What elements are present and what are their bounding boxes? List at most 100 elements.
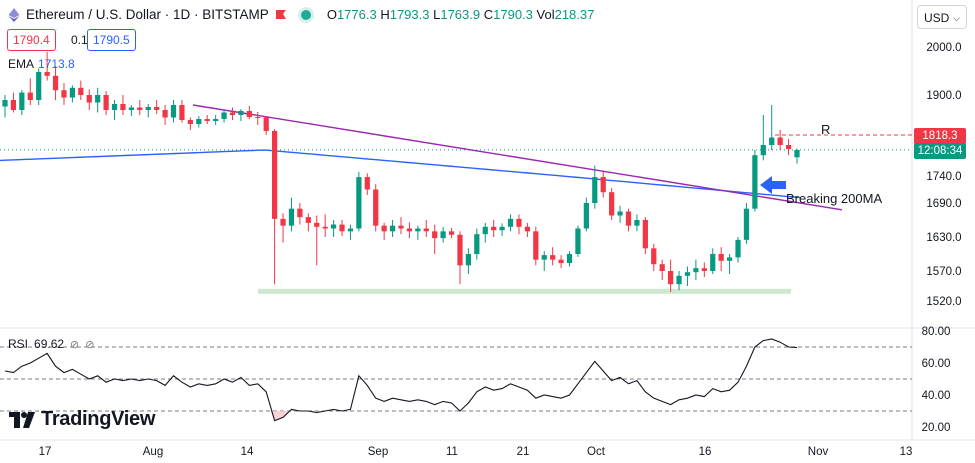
close-value: 1790.3	[493, 7, 533, 22]
candle-body	[575, 228, 581, 254]
time-axis-label: 17	[39, 446, 52, 458]
candle-body	[246, 111, 252, 117]
candle-body	[440, 231, 446, 239]
ema-label: EMA	[8, 57, 35, 71]
candle-body	[389, 225, 396, 232]
candle-body	[44, 71, 50, 76]
support-zone	[258, 288, 791, 294]
candle-body	[634, 220, 640, 226]
candle-body	[347, 228, 354, 232]
candle-body	[364, 177, 370, 190]
candle-body	[794, 150, 800, 158]
rsi-axis-label: 60.00	[922, 358, 951, 370]
rsi-legend[interactable]: RSI 69.62 ⊘ ⊘	[8, 337, 94, 351]
settings-circle-icon[interactable]: ⊘	[85, 338, 95, 351]
candle-body	[684, 272, 691, 276]
open-value: 1776.3	[336, 7, 377, 22]
settings-circle-icon[interactable]: ⊘	[70, 338, 80, 351]
time-axis-label: 21	[517, 446, 530, 458]
price-axis-label: 1520.0	[926, 296, 961, 308]
resistance-price-tag: 1818.3	[914, 128, 966, 144]
rsi-line	[4, 338, 798, 422]
candle-body	[676, 275, 682, 285]
symbol-title[interactable]: Ethereum / U.S. Dollar · 1D · BITSTAMP	[26, 7, 269, 22]
tradingview-logo[interactable]: TradingView	[9, 408, 155, 431]
candle-body	[743, 208, 750, 240]
buy-button[interactable]: 1790.5	[87, 29, 136, 51]
time-axis-label: 14	[241, 446, 254, 458]
sell-button[interactable]: 1790.4	[7, 29, 56, 51]
candle-body	[238, 111, 244, 115]
candle-body	[558, 259, 564, 264]
price-axis-label: 1630.0	[926, 232, 961, 244]
ema-value: 1713.8	[38, 57, 75, 71]
rsi-value: 69.62	[34, 337, 65, 351]
candle-body	[356, 177, 362, 229]
candle-body	[448, 231, 455, 235]
spread-value: 0.1	[71, 33, 88, 47]
time-axis-label: 11	[446, 446, 458, 458]
candle-body	[533, 231, 539, 260]
candle-body	[482, 226, 488, 235]
candle-body	[507, 218, 514, 227]
candle-body	[204, 119, 210, 121]
candle-body	[69, 87, 76, 98]
candle-body	[373, 189, 379, 226]
chevron-down-icon: ⌵	[953, 13, 960, 23]
candle-body	[111, 104, 118, 110]
price-axis-label: 1900.0	[926, 90, 961, 102]
candle-body	[499, 226, 505, 231]
candle-body	[592, 177, 598, 203]
ema-legend[interactable]: EMA 1713.8	[8, 57, 75, 71]
price-axis-label: 1690.0	[926, 198, 961, 210]
tradingview-icon	[9, 411, 35, 428]
candle-body	[162, 110, 168, 118]
candle-body	[78, 87, 84, 95]
resistance-label: R	[821, 122, 831, 137]
candle-body	[36, 71, 42, 100]
candle-body	[10, 100, 17, 110]
candle-body	[398, 225, 404, 229]
rsi-label: RSI	[8, 337, 29, 351]
candle-body	[120, 104, 126, 110]
candle-body	[769, 137, 775, 145]
candle-body	[625, 211, 632, 226]
candle-body	[415, 228, 421, 232]
breakout-annotation: Breaking 200MA	[786, 191, 883, 206]
candle-body	[314, 222, 320, 227]
candle-body	[154, 107, 160, 110]
candle-body	[137, 107, 143, 110]
chart-legend: Ethereum / U.S. Dollar · 1D · BITSTAMP O…	[8, 7, 594, 22]
candle-body	[617, 211, 623, 216]
candle-body	[668, 271, 674, 285]
candle-body	[95, 95, 101, 103]
flag-icon[interactable]	[275, 9, 287, 21]
candle-body	[550, 255, 556, 260]
brand-name: TradingView	[41, 408, 156, 430]
candle-body	[263, 117, 269, 131]
candle-body	[457, 234, 463, 266]
high-value: 1793.3	[389, 7, 430, 22]
ethereum-icon	[8, 7, 20, 22]
candle-body	[61, 90, 67, 98]
time-axis-label: Sep	[368, 446, 388, 458]
breakout-arrow	[760, 176, 786, 194]
candle-body	[406, 228, 413, 232]
time-axis-label: 13	[900, 446, 913, 458]
time-axis-label: 16	[699, 446, 712, 458]
candle-body	[229, 112, 236, 115]
candle-body	[642, 220, 648, 249]
candle-body	[726, 257, 733, 261]
candle-body	[718, 254, 724, 261]
low-value: 1763.9	[440, 7, 481, 22]
currency-select[interactable]: USD ⌵	[917, 5, 967, 29]
rsi-oversold-fill	[270, 409, 321, 421]
candle-body	[196, 119, 202, 124]
candle-body	[583, 203, 589, 229]
rsi-axis-label: 20.00	[922, 422, 951, 434]
time-axis-label: Nov	[808, 446, 829, 458]
candle-body	[52, 75, 59, 91]
candle-body	[27, 92, 33, 100]
candle-body	[170, 105, 177, 118]
